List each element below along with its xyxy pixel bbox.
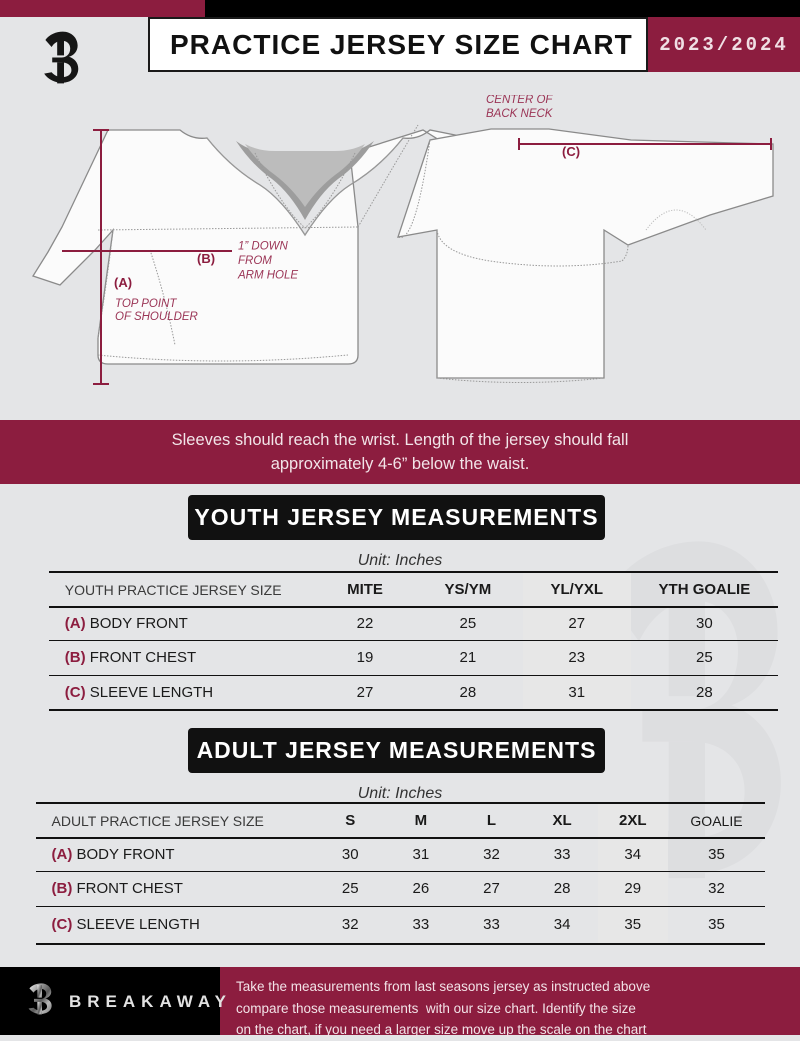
svg-text:TOP POINT: TOP POINT <box>115 298 177 310</box>
svg-text:OF SHOULDER: OF SHOULDER <box>115 311 198 323</box>
svg-text:ARM HOLE: ARM HOLE <box>237 270 298 282</box>
svg-text:1” DOWN: 1” DOWN <box>238 241 289 253</box>
svg-text:FROM: FROM <box>238 255 272 267</box>
svg-text:BACK NECK: BACK NECK <box>486 108 554 120</box>
svg-text:(C): (C) <box>562 144 580 159</box>
svg-text:CENTER OF: CENTER OF <box>486 95 553 106</box>
svg-text:(A): (A) <box>114 275 132 290</box>
svg-text:(B): (B) <box>197 251 215 266</box>
